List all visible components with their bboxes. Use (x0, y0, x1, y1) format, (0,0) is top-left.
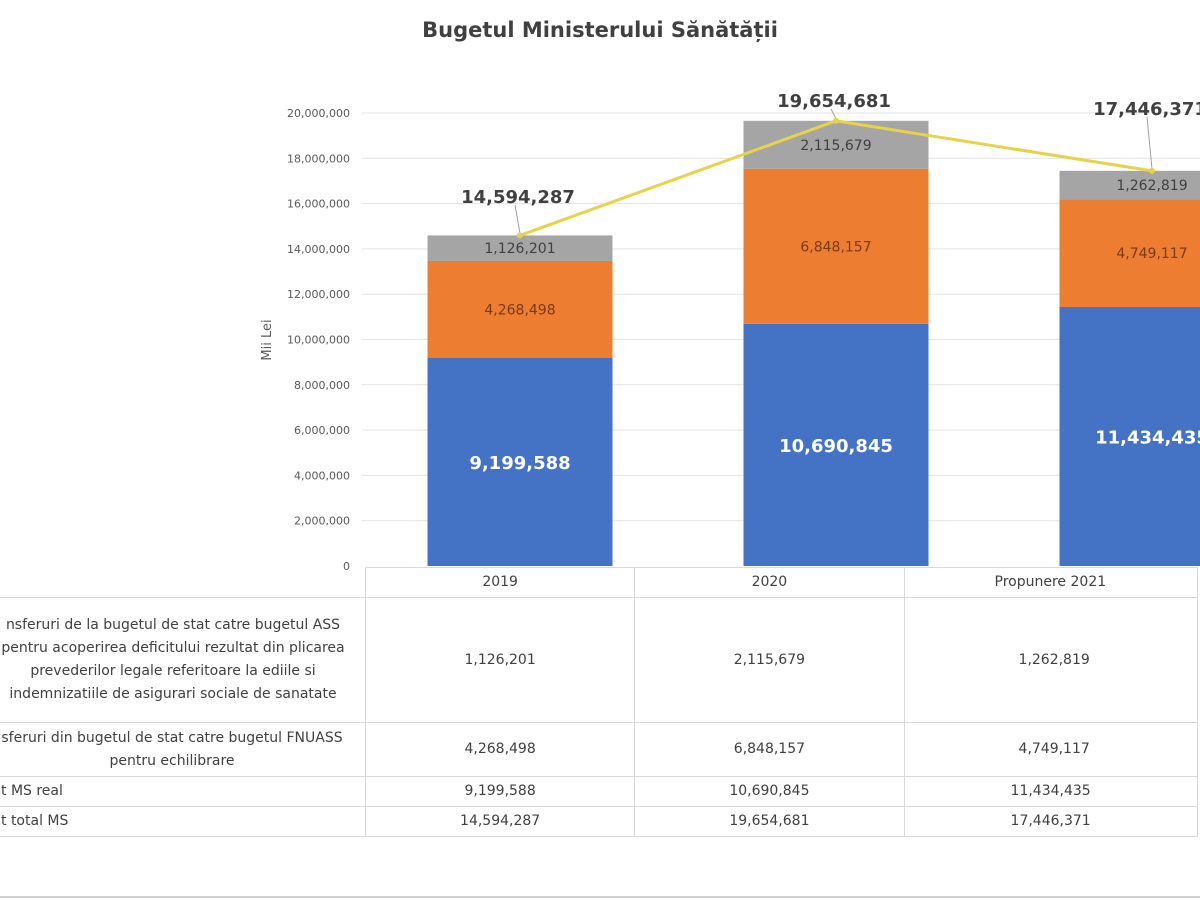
y-tick-label: 2,000,000 (294, 515, 350, 528)
chart-title: Bugetul Ministerului Sănătății (422, 18, 778, 42)
data-label: 1,126,201 (484, 241, 555, 257)
data-table: 2019 2020 Propunere 2021 nsferuri de la … (0, 567, 1199, 837)
y-tick-label: 16,000,000 (287, 198, 350, 211)
column-header: 2019 (364, 567, 636, 598)
total-label: 19,654,681 (777, 91, 891, 112)
bottom-border (0, 896, 1200, 898)
data-label: 2,115,679 (800, 138, 871, 154)
row-label: nsferuri de la bugetul de stat catre bug… (0, 597, 366, 723)
y-tick-label: 0 (343, 560, 350, 573)
leader-line (1146, 116, 1153, 169)
table-cell: 9,199,588 (364, 776, 636, 807)
table-row: sferuri din bugetul de stat catre bugetu… (0, 722, 1199, 777)
row-label: t total MS (0, 806, 366, 837)
table-cell: 4,749,117 (903, 722, 1199, 777)
table-cell: 19,654,681 (634, 806, 905, 837)
table-row: t total MS 14,594,287 19,654,681 17,446,… (0, 806, 1199, 837)
table-cell: 6,848,157 (634, 722, 905, 777)
bar-segment (427, 235, 613, 261)
table-row: nsferuri de la bugetul de stat catre bug… (0, 597, 1199, 723)
bar-segment (1059, 307, 1200, 566)
data-label: 4,268,498 (484, 302, 555, 318)
bar-segment (1059, 170, 1200, 200)
table-cell: 10,690,845 (634, 776, 905, 807)
y-tick-label: 4,000,000 (294, 469, 350, 482)
table-cell: 11,434,435 (903, 776, 1199, 807)
row-label-text: sferuri din bugetul de stat catre bugetu… (1, 729, 343, 769)
y-tick-label: 14,000,000 (287, 243, 350, 256)
total-point (517, 232, 523, 239)
row-label: t MS real (0, 776, 366, 807)
row-label-text: nsferuri de la bugetul de stat catre bug… (1, 617, 345, 702)
column-header: Propunere 2021 (903, 567, 1199, 598)
column-header: 2020 (634, 567, 905, 598)
table-cell: 17,446,371 (903, 806, 1199, 837)
y-tick-label: 12,000,000 (287, 288, 350, 301)
total-label: 17,446,371 (1093, 99, 1200, 120)
bar-segment (743, 168, 929, 324)
bar-segment (427, 260, 613, 358)
table-row: t MS real 9,199,588 10,690,845 11,434,43… (0, 776, 1199, 807)
y-tick-label: 18,000,000 (287, 152, 350, 165)
table-cell: 14,594,287 (364, 806, 636, 837)
table-corner (0, 567, 366, 598)
table-cell: 1,126,201 (364, 597, 636, 723)
data-label: 9,199,588 (469, 453, 570, 474)
data-label: 10,690,845 (779, 436, 893, 457)
total-label: 14,594,287 (461, 187, 575, 208)
total-point (1149, 167, 1155, 174)
bar-segment (427, 357, 613, 566)
bar-segment (1059, 199, 1200, 308)
y-tick-label: 6,000,000 (294, 424, 350, 437)
total-point (833, 117, 839, 124)
table-cell: 4,268,498 (364, 722, 636, 777)
row-label: sferuri din bugetul de stat catre bugetu… (0, 722, 366, 777)
data-label: 6,848,157 (800, 239, 871, 255)
y-tick-label: 8,000,000 (294, 379, 350, 392)
leader-line (514, 204, 521, 234)
y-tick-label: 20,000,000 (287, 107, 350, 120)
bar-segment (743, 323, 929, 566)
table-header-row: 2019 2020 Propunere 2021 (0, 567, 1199, 598)
data-label: 11,434,435 (1095, 428, 1200, 449)
data-label: 1,262,819 (1116, 178, 1187, 194)
y-tick-label: 10,000,000 (287, 334, 350, 347)
data-label: 4,749,117 (1116, 246, 1187, 262)
table-cell: 2,115,679 (634, 597, 905, 723)
leader-line (830, 108, 837, 120)
y-axis-label: Mii Lei (260, 319, 275, 360)
table-cell: 1,262,819 (903, 597, 1199, 723)
